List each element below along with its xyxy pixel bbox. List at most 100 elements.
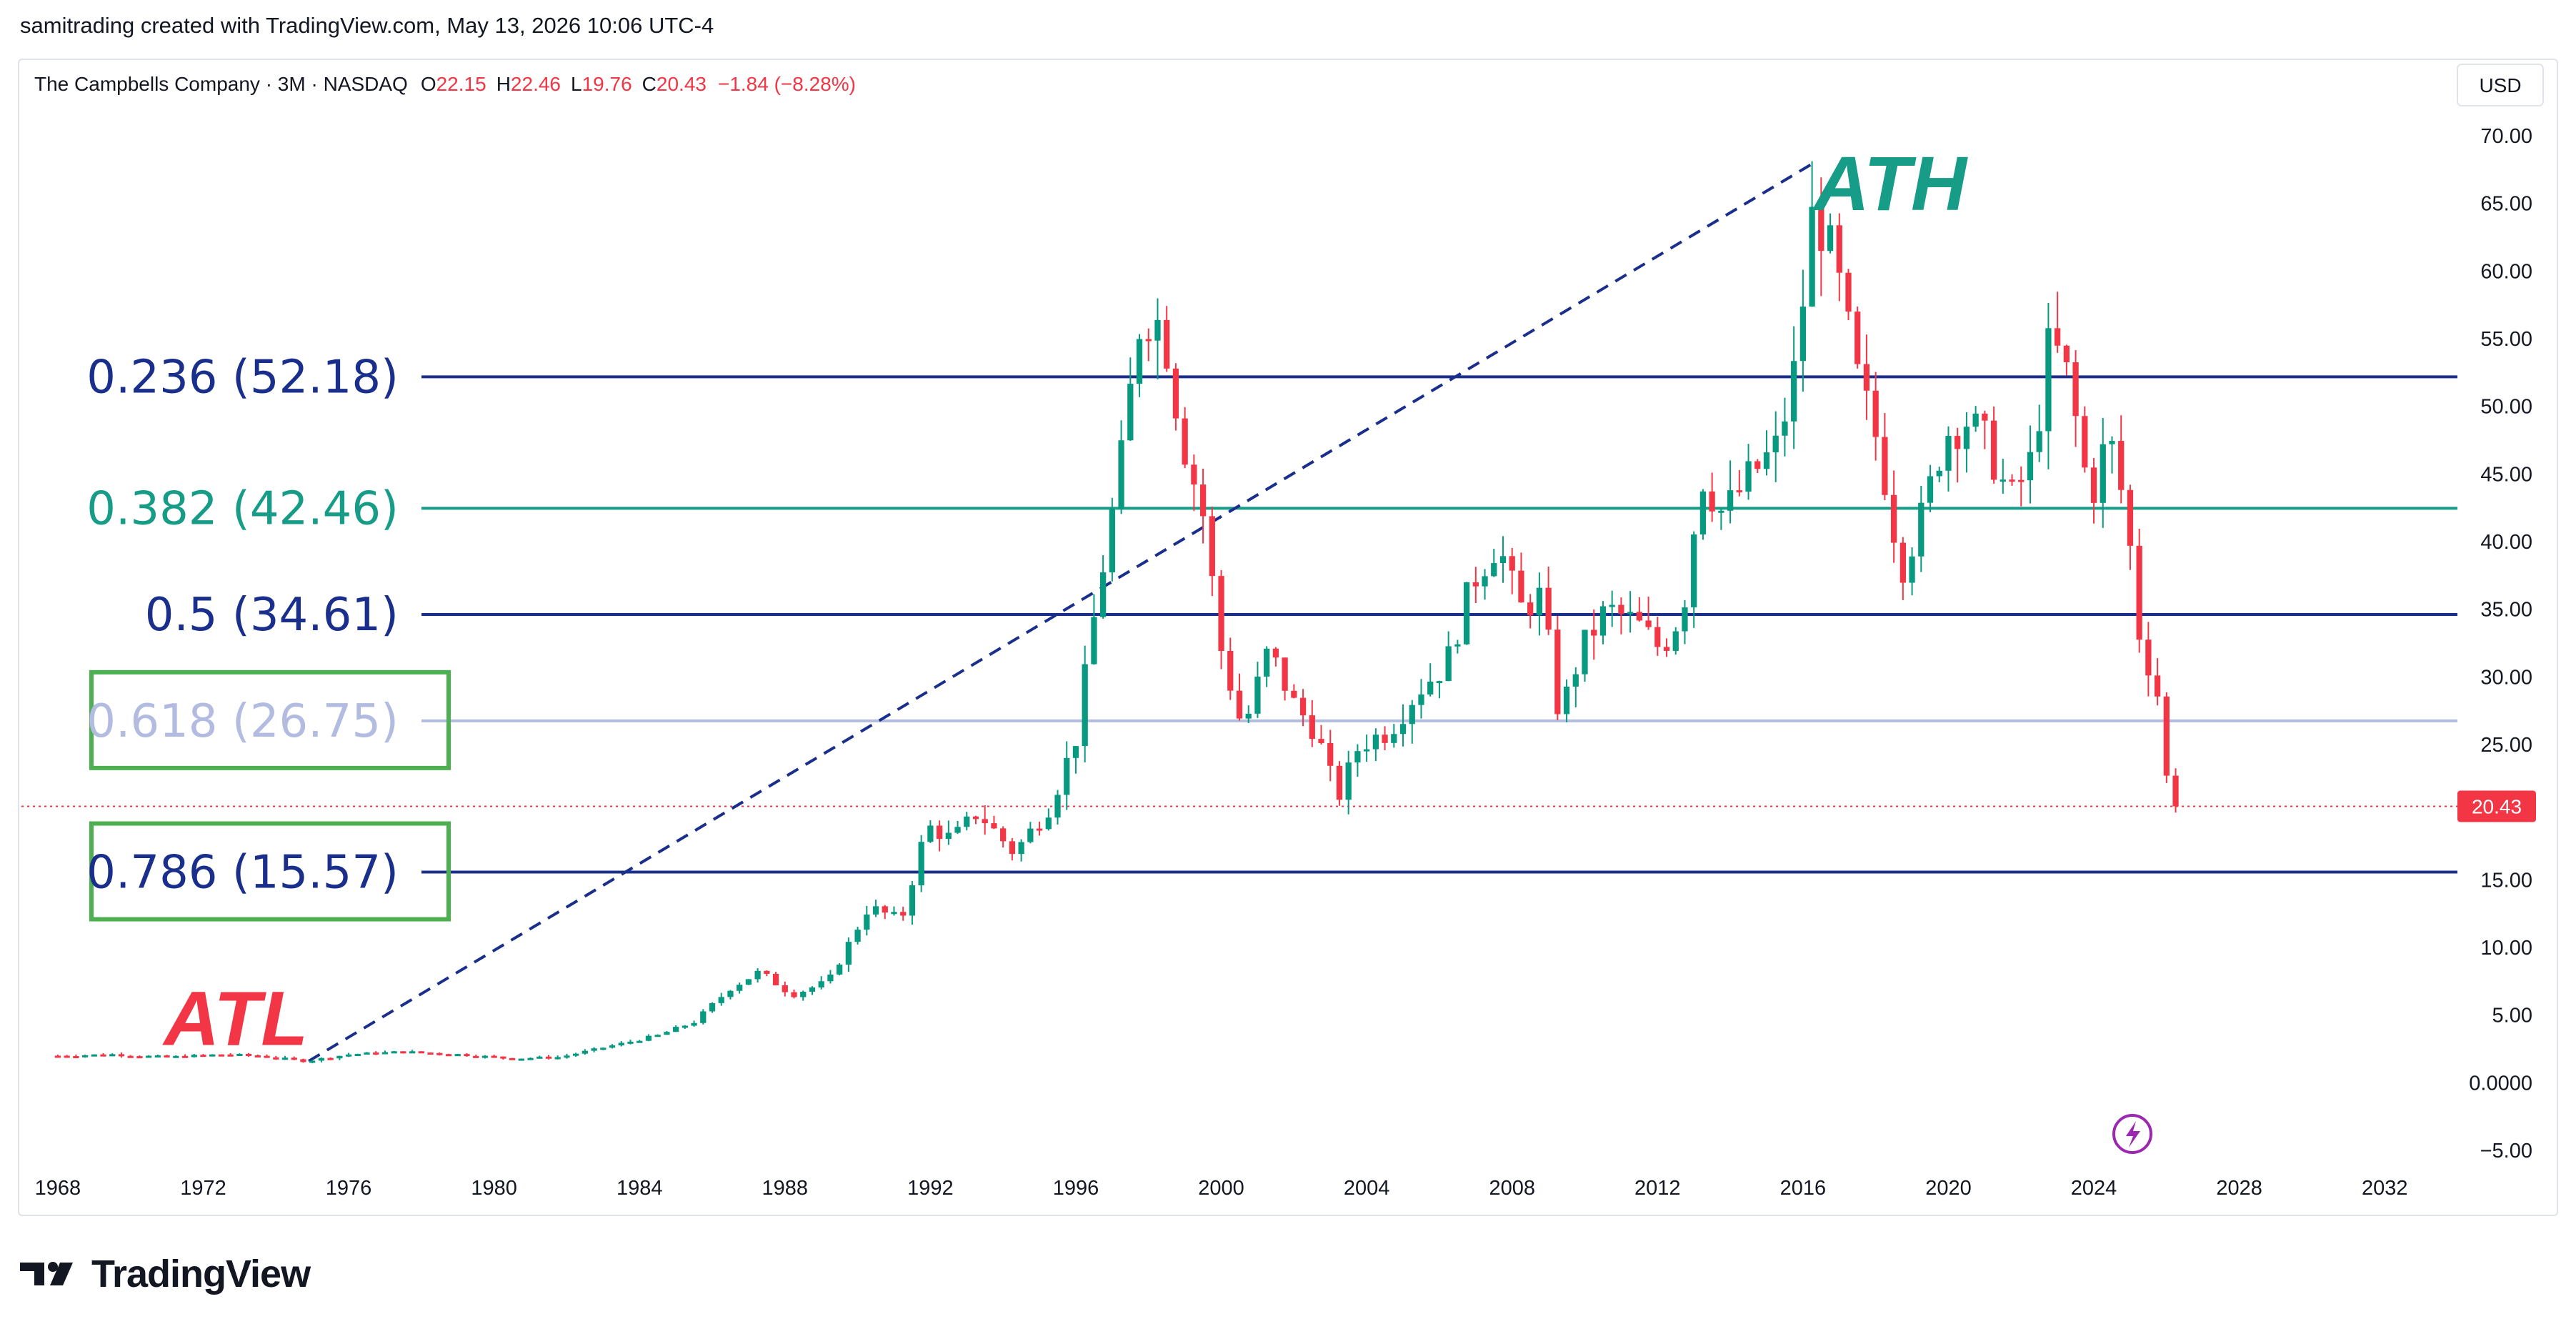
price-axis[interactable]: 70.00 65.00 60.00 55.00 50.00 45.00 40.00 35.00…: [2469, 125, 2532, 1163]
candle-body: [609, 1045, 616, 1048]
candle-body: [354, 1054, 361, 1057]
candle-body: [2127, 489, 2134, 546]
price-tick-label: 45.00: [2480, 463, 2532, 486]
candle-body: [1264, 648, 1270, 677]
candle-body: [164, 1055, 170, 1058]
tradingview-brand: TradingView: [91, 1253, 311, 1295]
last-price-label: 20.43: [2472, 796, 2522, 818]
candle-body: [1699, 491, 1707, 535]
tradingview-logo[interactable]: TradingView: [20, 1252, 311, 1296]
fib-level-label: 0.618 (26.75): [86, 695, 399, 748]
candle-body: [1591, 629, 1597, 636]
candle-body: [845, 942, 852, 965]
candle-body: [1327, 742, 1334, 766]
candle-body: [1618, 604, 1624, 614]
candle-body: [1945, 436, 1952, 471]
candle-body: [254, 1055, 261, 1058]
candle-body: [1554, 629, 1561, 715]
price-tick-label: 60.00: [2480, 260, 2532, 283]
candle-body: [2145, 639, 2152, 676]
legend-close: 20.43: [657, 73, 707, 95]
candle-body: [1100, 572, 1107, 617]
legend-low: 19.76: [582, 73, 632, 95]
time-tick-label: 1988: [762, 1177, 809, 1200]
legend-high: 22.46: [511, 73, 561, 95]
candle-body: [2045, 328, 2052, 432]
candle-body: [709, 1002, 716, 1012]
candle-body: [1691, 534, 1697, 608]
candle-body: [827, 974, 834, 982]
candle-body: [2055, 328, 2061, 346]
candle-body: [1082, 664, 1088, 747]
candle-body: [564, 1055, 570, 1058]
candle-body: [1918, 502, 1924, 557]
fib-level-label: 0.5 (34.61): [145, 589, 399, 642]
candle-body: [1845, 272, 1852, 312]
candle-body: [872, 906, 879, 915]
atl-ath-trend-line[interactable]: [308, 161, 1815, 1062]
candle-body: [1709, 491, 1715, 512]
candle-body: [1890, 494, 1897, 543]
candle-body: [1445, 646, 1452, 682]
candle-body: [1636, 612, 1642, 621]
candle-body: [391, 1051, 397, 1054]
candle-body: [1963, 427, 1970, 449]
fibonacci-retracement[interactable]: 0.236 (52.18) 0.382 (42.46) 0.5 (34.61) 0.6…: [21, 351, 2536, 922]
candle-body: [1027, 828, 1034, 842]
candle-body: [645, 1035, 652, 1041]
candle-body: [64, 1055, 70, 1058]
candle-body: [909, 885, 916, 916]
candle-body: [854, 930, 861, 942]
candle-body: [927, 825, 934, 842]
candle-body: [1545, 587, 1552, 630]
candle-body: [1872, 390, 1879, 437]
candle-body: [236, 1053, 243, 1056]
time-tick-label: 2024: [2071, 1177, 2117, 1200]
candle-body: [264, 1055, 270, 1058]
time-tick-label: 1972: [180, 1177, 226, 1200]
candle-body: [1727, 490, 1734, 511]
candle-body: [1254, 676, 1261, 714]
time-tick-label: 2028: [2216, 1177, 2262, 1200]
candle-body: [1054, 795, 1061, 818]
lightning-icon[interactable]: [2112, 1114, 2152, 1154]
candle-body: [672, 1027, 679, 1032]
last-price-tag: [2457, 790, 2536, 822]
time-tick-label: 2016: [1780, 1177, 1827, 1200]
candle-body: [1399, 724, 1407, 735]
candle-body: [473, 1055, 479, 1058]
candle-body: [2109, 441, 2115, 444]
candle-body: [345, 1054, 352, 1057]
candle-body: [1563, 686, 1570, 715]
candle-body: [1854, 312, 1861, 364]
time-axis[interactable]: 1968 1972 1976 1980 1984 1988 1992 1996 2000 2004…: [35, 1177, 2408, 1200]
price-tick-label: 0.0000: [2469, 1072, 2532, 1095]
candle-body: [682, 1025, 688, 1028]
legend-low-label: L: [571, 73, 582, 95]
candle-body: [1154, 319, 1161, 341]
fib-level-label: 0.382 (42.46): [86, 482, 399, 535]
currency-button[interactable]: USD: [2457, 64, 2544, 106]
trend-line-layer[interactable]: [308, 161, 1815, 1062]
candle-body: [1182, 418, 1188, 465]
candle-body: [145, 1055, 152, 1058]
legend-symbol: The Campbells Company · 3M · NASDAQ: [34, 73, 408, 95]
candle-body: [664, 1032, 670, 1035]
candle-body: [1363, 749, 1370, 752]
candle-body: [1036, 828, 1043, 831]
candle-body: [173, 1055, 179, 1058]
candle-body: [1045, 817, 1052, 830]
candle-body: [454, 1054, 461, 1057]
candle-body: [409, 1051, 416, 1054]
candle-body: [1145, 339, 1152, 342]
candle-body: [1318, 739, 1324, 743]
candle-body: [554, 1057, 561, 1060]
candle-body: [318, 1057, 325, 1061]
price-chart[interactable]: 70.00 65.00 60.00 55.00 50.00 45.00 40.00 35.00…: [0, 0, 2576, 1229]
candle-body: [245, 1053, 252, 1056]
candle-body: [1472, 582, 1479, 587]
candle-body: [518, 1058, 524, 1061]
candle-body: [1436, 681, 1443, 684]
candle-body: [791, 992, 797, 997]
candle-body: [1499, 556, 1507, 564]
